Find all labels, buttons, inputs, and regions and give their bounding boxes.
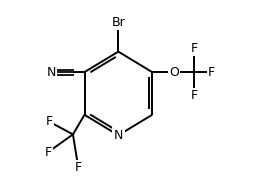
Text: Br: Br — [111, 16, 125, 29]
Text: F: F — [46, 115, 53, 129]
Text: F: F — [190, 89, 198, 102]
Text: N: N — [114, 129, 123, 142]
Text: O: O — [170, 66, 179, 79]
Text: F: F — [75, 161, 82, 174]
Text: F: F — [44, 146, 52, 159]
Text: N: N — [47, 66, 56, 79]
Text: F: F — [190, 42, 198, 56]
Text: F: F — [208, 66, 215, 79]
